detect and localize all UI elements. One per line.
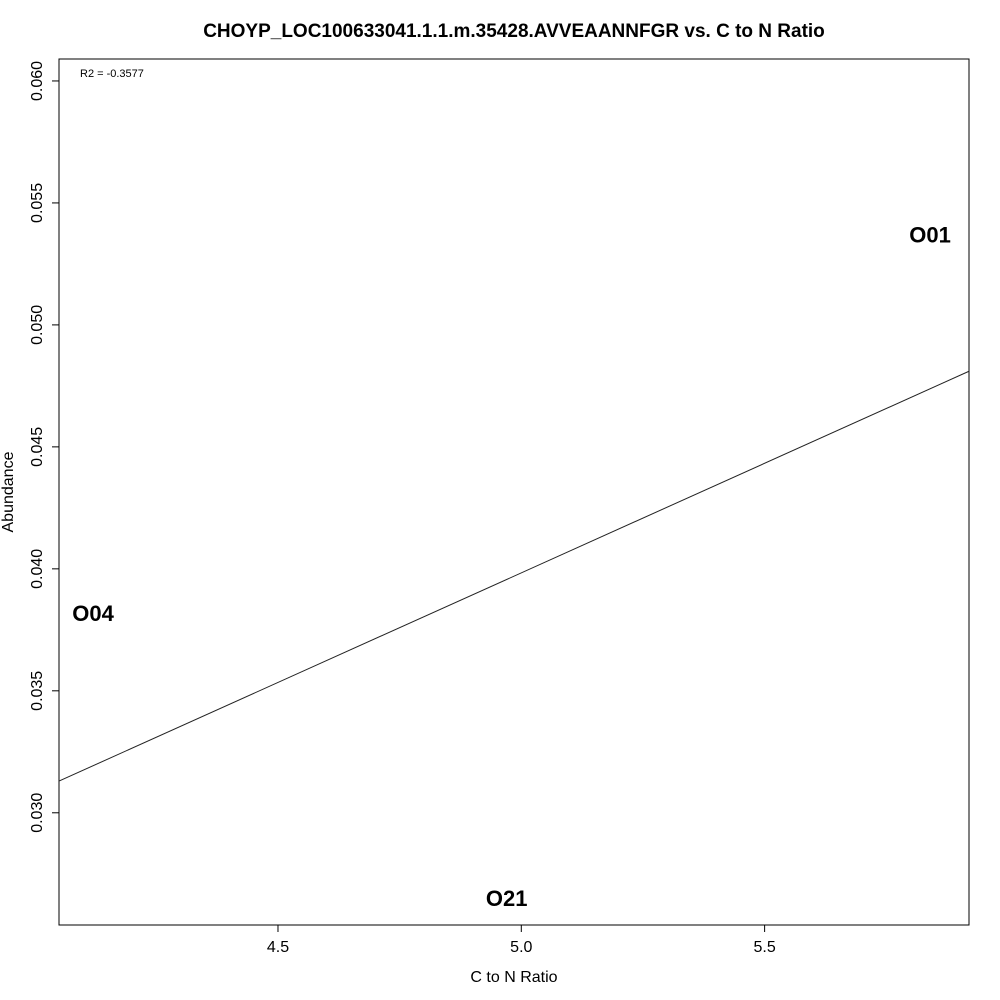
y-tick-label: 0.045 bbox=[29, 427, 46, 467]
point-label-o04: O04 bbox=[72, 601, 114, 626]
y-tick-label: 0.040 bbox=[29, 549, 46, 589]
regression-line bbox=[58, 370, 970, 782]
y-tick-label: 0.050 bbox=[29, 305, 46, 345]
y-tick-label: 0.060 bbox=[29, 61, 46, 101]
plot-area bbox=[58, 58, 970, 926]
x-tick-label: 5.5 bbox=[753, 939, 775, 956]
y-axis-label: Abundance bbox=[0, 451, 17, 532]
x-axis: 4.5 5.0 5.5 bbox=[267, 925, 776, 956]
r2-annotation: R2 = -0.3577 bbox=[80, 68, 144, 80]
y-tick-label: 0.035 bbox=[29, 671, 46, 711]
y-axis: 0.030 0.035 0.040 0.045 0.050 0.055 0.060 bbox=[29, 61, 59, 833]
y-tick-label: 0.030 bbox=[29, 793, 46, 833]
point-label-o21: O21 bbox=[486, 886, 528, 911]
chart-title: CHOYP_LOC100633041.1.1.m.35428.AVVEAANNF… bbox=[203, 21, 825, 42]
point-label-o01: O01 bbox=[909, 223, 951, 248]
y-tick-label: 0.055 bbox=[29, 183, 46, 223]
x-axis-label: C to N Ratio bbox=[470, 969, 557, 986]
x-tick-label: 5.0 bbox=[510, 939, 532, 956]
x-tick-label: 4.5 bbox=[267, 939, 289, 956]
